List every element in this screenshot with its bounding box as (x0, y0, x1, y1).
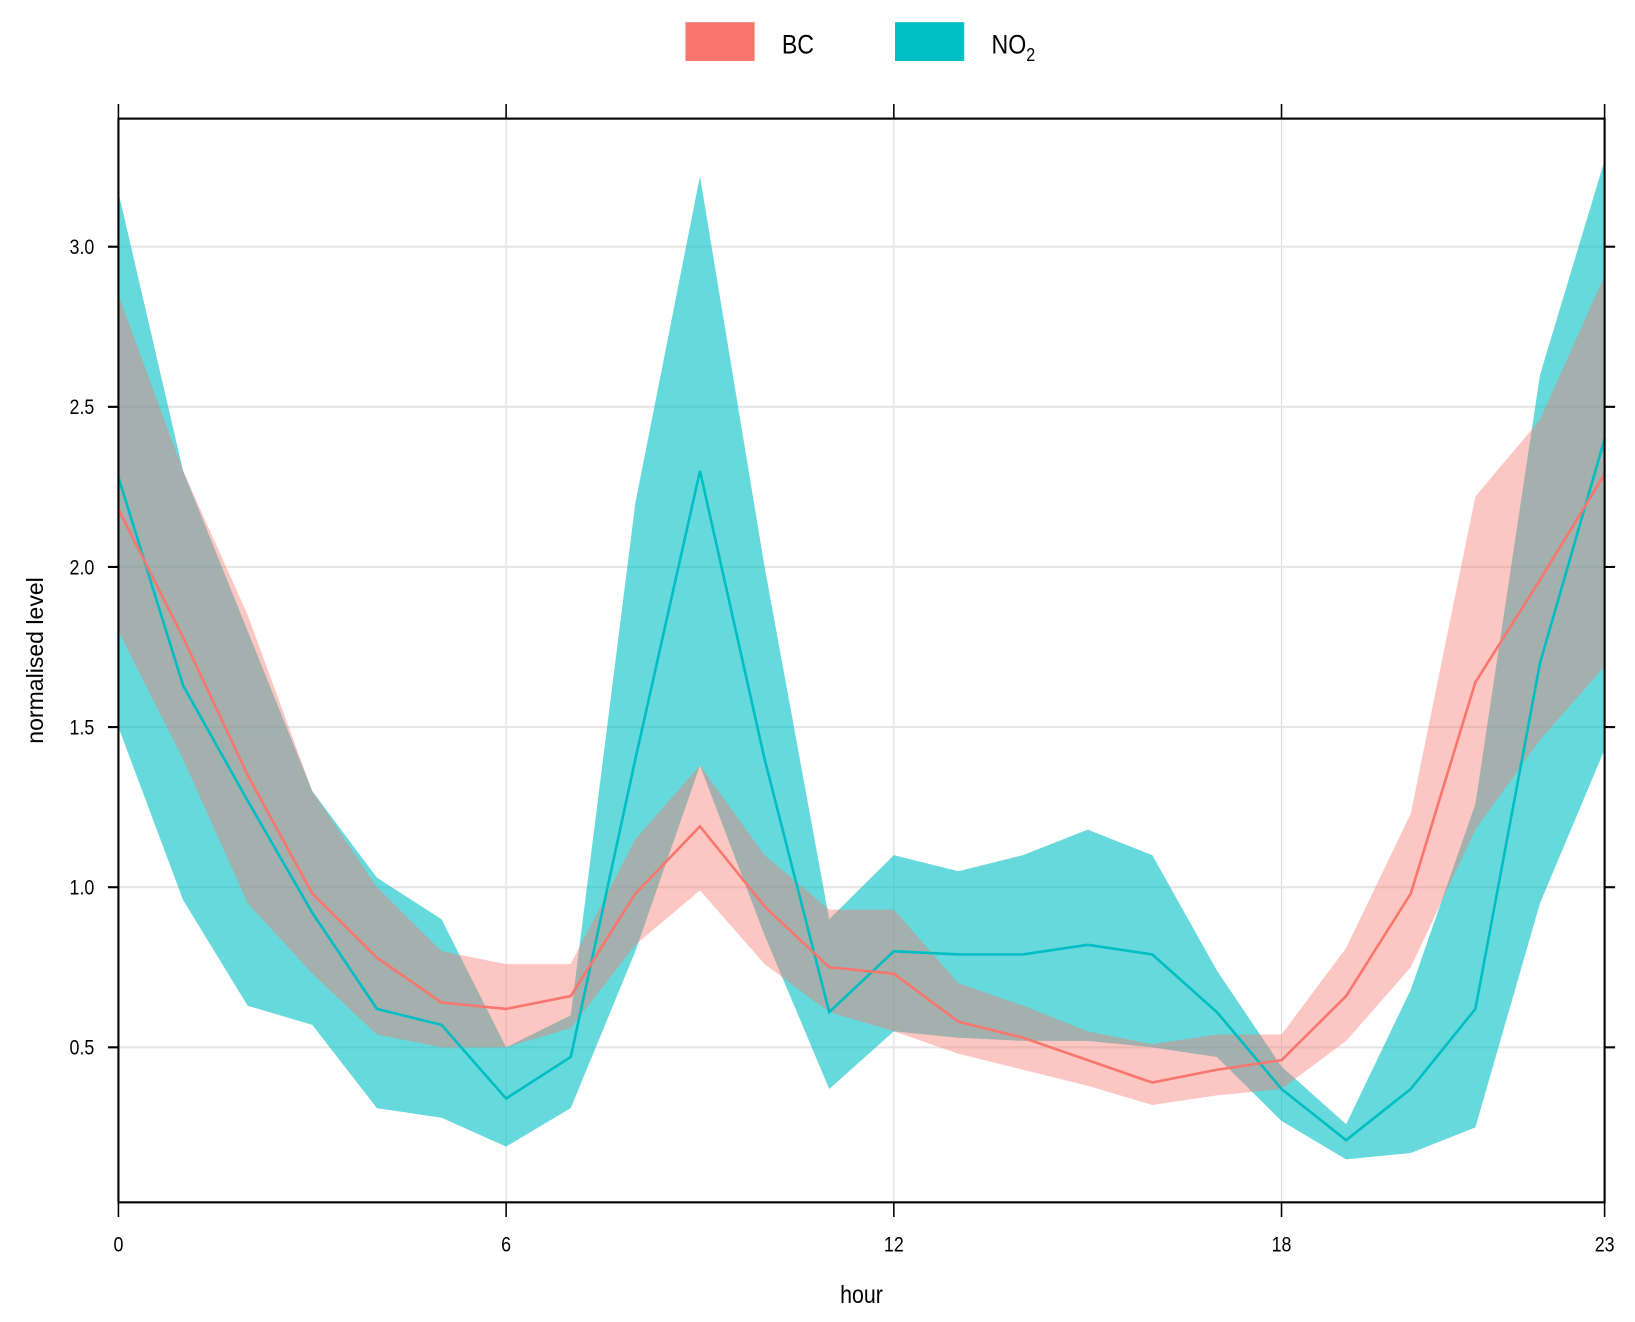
x-tick-label: 12 (884, 1233, 904, 1257)
y-tick-label: 3.0 (70, 236, 95, 260)
y-tick-label: 2.5 (70, 396, 95, 420)
x-axis-label: hour (840, 1280, 883, 1308)
band-bc (118, 275, 1605, 1105)
plot-frame (117, 117, 1606, 1204)
x-tick-label: 6 (501, 1233, 511, 1257)
lines (117, 438, 1606, 1142)
legend-label-bc: BC (782, 30, 814, 60)
line-no2 (117, 438, 1606, 1142)
legend-swatch-bc (685, 22, 755, 61)
x-tick-label: 18 (1272, 1233, 1292, 1257)
band-no2 (118, 160, 1605, 1160)
y-tick-label: 2.0 (70, 556, 95, 580)
x-tick-label: 0 (113, 1233, 123, 1257)
y-tick-label: 1.5 (70, 716, 95, 740)
legend-label-no2: NO2 (991, 30, 1035, 65)
legend: BC NO2 (685, 22, 1035, 65)
legend-swatch-no2 (895, 22, 965, 61)
bands (118, 160, 1605, 1160)
y-tick-label: 0.5 (70, 1036, 95, 1060)
x-tick-label: 23 (1595, 1233, 1615, 1257)
y-tick-label: 1.0 (70, 876, 95, 900)
axes: 0 6 12 18 23 0.5 1.0 1.5 2.0 2.5 3.0 (70, 103, 1616, 1257)
line-bc (117, 473, 1606, 1084)
y-axis-label: normalised level (22, 577, 48, 744)
